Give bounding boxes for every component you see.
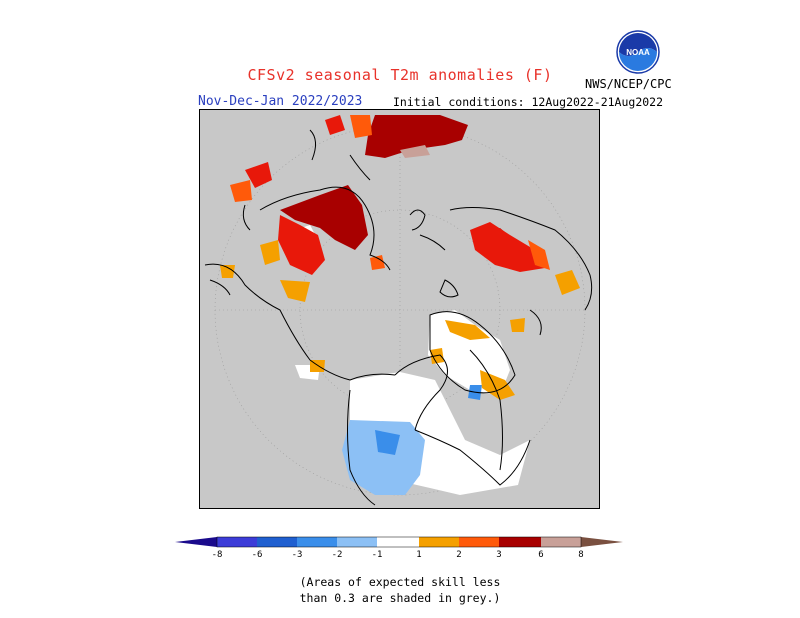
noaa-logo-text: NOAA bbox=[626, 48, 650, 57]
colorbar-tick: -1 bbox=[372, 550, 383, 560]
colorbar-tick: 1 bbox=[416, 550, 421, 560]
agency-label: NWS/NCEP/CPC bbox=[585, 77, 672, 91]
colorbar-tick: 3 bbox=[496, 550, 501, 560]
chart-title: CFSv2 seasonal T2m anomalies (F) bbox=[247, 66, 553, 84]
colorbar-swatch bbox=[297, 537, 337, 547]
colorbar-swatch bbox=[217, 537, 257, 547]
colorbar-swatch bbox=[541, 537, 581, 547]
colorbar-tick: -8 bbox=[212, 550, 223, 560]
polar-map bbox=[199, 109, 600, 509]
colorbar-swatch bbox=[581, 537, 623, 547]
initial-conditions-label: Initial conditions: 12Aug2022-21Aug2022 bbox=[393, 95, 664, 109]
colorbar-tick: 2 bbox=[456, 550, 461, 560]
colorbar-swatch bbox=[377, 537, 419, 547]
warm-anomaly-areas-pink bbox=[400, 145, 430, 158]
warm-anomaly-areas-orange-red bbox=[230, 115, 550, 270]
colorbar-tick: 6 bbox=[538, 550, 543, 560]
colorbar-swatch bbox=[257, 537, 297, 547]
colorbar-swatch bbox=[419, 537, 459, 547]
footnote-line-2: than 0.3 are shaded in grey.) bbox=[299, 591, 501, 605]
colorbar-swatch bbox=[337, 537, 377, 547]
warm-anomaly-areas-orange bbox=[220, 240, 580, 400]
colorbar-swatch bbox=[499, 537, 541, 547]
warm-anomaly-areas-red bbox=[245, 115, 545, 275]
colorbar-tick: -3 bbox=[292, 550, 303, 560]
noaa-logo: NOAA bbox=[616, 30, 660, 74]
colorbar-swatches bbox=[175, 536, 623, 548]
colorbar-swatch bbox=[175, 537, 217, 547]
coastlines bbox=[204, 129, 593, 506]
season-label: Nov-Dec-Jan 2022/2023 bbox=[198, 94, 363, 109]
colorbar-tick: -6 bbox=[252, 550, 263, 560]
colorbar-swatch bbox=[459, 537, 499, 547]
colorbar-tick: -2 bbox=[332, 550, 343, 560]
colorbar-ticks: -8 -6 -3 -2 -1 1 2 3 6 8 bbox=[212, 550, 584, 560]
footnote-line-1: (Areas of expected skill less bbox=[299, 575, 501, 589]
colorbar: -8 -6 -3 -2 -1 1 2 3 6 8 bbox=[175, 535, 635, 569]
colorbar-tick: 8 bbox=[578, 550, 583, 560]
